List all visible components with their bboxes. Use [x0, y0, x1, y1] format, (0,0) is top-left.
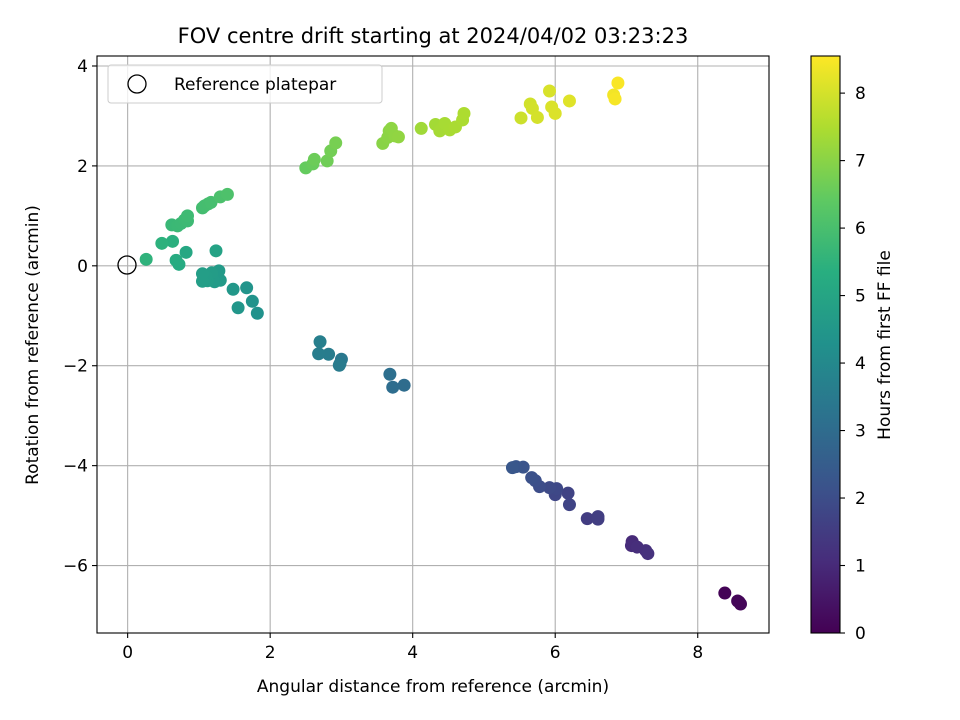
chart-title: FOV centre drift starting at 2024/04/02 …: [178, 24, 689, 48]
data-point: [591, 512, 605, 526]
data-point: [209, 244, 223, 258]
data-point: [525, 471, 539, 485]
x-tick-label: 6: [550, 643, 561, 663]
data-point: [312, 347, 326, 361]
data-point: [181, 209, 195, 223]
y-tick-label: −2: [63, 357, 88, 377]
x-axis-label: Angular distance from reference (arcmin): [257, 677, 609, 697]
data-point: [220, 187, 234, 201]
data-point: [386, 380, 400, 394]
data-point: [457, 106, 471, 120]
colorbar-tick-label: 8: [855, 84, 866, 104]
data-point: [329, 136, 343, 150]
data-point: [391, 130, 405, 144]
plot-frame: [96, 55, 770, 634]
x-tick-label: 4: [407, 643, 418, 663]
reference-marker: [117, 255, 137, 275]
data-point: [543, 481, 557, 495]
data-point: [641, 547, 655, 561]
colorbar-label: Hours from first FF file: [875, 250, 895, 440]
data-point: [514, 111, 528, 125]
colorbar-tick-label: 5: [855, 287, 866, 307]
data-point: [383, 367, 397, 381]
scatter-points: [139, 76, 747, 611]
data-point: [245, 294, 259, 308]
y-axis-ticks: −6 −4 −2 0 2 4: [63, 57, 97, 577]
y-tick-label: −6: [63, 557, 88, 577]
data-point: [562, 498, 576, 512]
colorbar-tick-label: 4: [855, 354, 866, 374]
data-point: [580, 512, 594, 526]
data-point: [561, 486, 575, 500]
x-tick-label: 0: [122, 643, 133, 663]
data-point: [320, 154, 334, 168]
data-point: [169, 253, 183, 267]
data-point: [307, 152, 321, 166]
x-axis-ticks: 0 2 4 6 8: [122, 633, 703, 663]
data-point: [313, 335, 327, 349]
y-tick-label: 2: [77, 157, 88, 177]
data-point: [179, 245, 193, 259]
data-point: [562, 94, 576, 108]
data-point: [397, 378, 411, 392]
colorbar-tick-label: 7: [855, 152, 866, 172]
data-point: [543, 84, 557, 98]
data-point: [226, 282, 240, 296]
data-point: [139, 252, 153, 266]
colorbar-ticks: 0 1 2 3 4 5 6 7 8: [840, 84, 866, 644]
y-tick-label: −4: [63, 457, 88, 477]
data-point: [414, 121, 428, 135]
colorbar: [810, 55, 841, 634]
data-point: [155, 236, 169, 250]
data-point: [250, 306, 264, 320]
colorbar-tick-label: 3: [855, 422, 866, 442]
y-tick-label: 0: [77, 257, 88, 277]
data-point: [530, 110, 544, 124]
y-axis-label: Rotation from reference (arcmin): [23, 205, 43, 485]
data-point: [548, 106, 562, 120]
colorbar-tick-label: 6: [855, 219, 866, 239]
data-point: [322, 347, 336, 361]
legend-reference-marker: [127, 74, 147, 94]
grid: [97, 56, 769, 633]
data-point: [608, 92, 622, 106]
data-point: [732, 595, 746, 609]
legend-box: [107, 64, 383, 104]
x-tick-label: 8: [692, 643, 703, 663]
data-point: [231, 301, 245, 315]
data-point: [505, 461, 519, 475]
legend-entry-reference: Reference platepar: [174, 75, 336, 95]
data-point: [195, 267, 209, 281]
legend: Reference platepar: [107, 64, 383, 104]
data-point: [718, 586, 732, 600]
colorbar-tick-label: 0: [855, 624, 866, 644]
data-point: [166, 234, 180, 248]
data-point: [332, 358, 346, 372]
colorbar-tick-label: 2: [855, 489, 866, 509]
x-tick-label: 2: [265, 643, 276, 663]
data-point: [240, 281, 254, 295]
colorbar-tick-label: 1: [855, 557, 866, 577]
data-point: [611, 76, 625, 90]
y-tick-label: 4: [77, 57, 88, 77]
